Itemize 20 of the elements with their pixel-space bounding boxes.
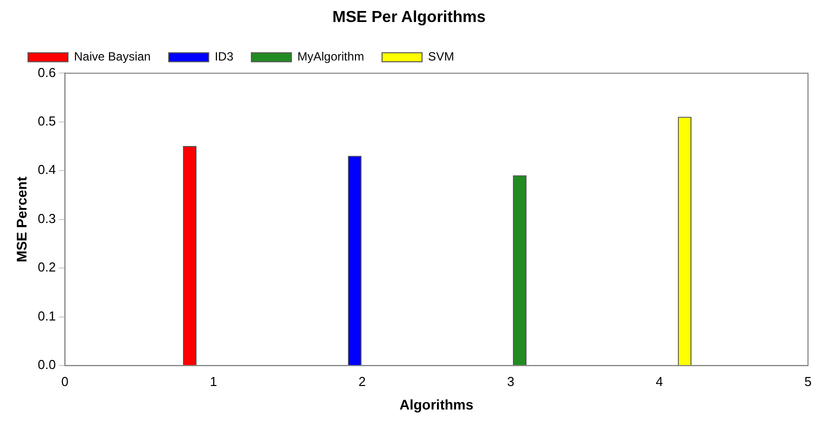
y-axis-title: MSE Percent bbox=[13, 176, 30, 262]
y-tick-label: 0.5 bbox=[38, 114, 56, 129]
y-tick-label: 0.4 bbox=[38, 162, 56, 178]
legend-label: Naive Baysian bbox=[74, 50, 151, 64]
legend-label: ID3 bbox=[214, 50, 234, 64]
x-axis-title: Algorithms bbox=[399, 396, 474, 412]
x-tick-label: 2 bbox=[358, 374, 366, 389]
y-tick-label: 0.0 bbox=[38, 357, 56, 372]
chart-title: MSE Per Algorithms bbox=[332, 9, 486, 26]
x-tick-label: 0 bbox=[61, 374, 68, 389]
y-tick-label: 0.3 bbox=[38, 210, 56, 226]
x-tick-label: 4 bbox=[656, 374, 663, 389]
x-tick-label: 3 bbox=[507, 374, 514, 389]
x-tick-label: 5 bbox=[804, 374, 812, 389]
legend-label: MyAlgorithm bbox=[297, 50, 364, 64]
x-tick-label: 1 bbox=[210, 374, 218, 389]
y-tick-label: 0.1 bbox=[38, 308, 56, 324]
y-tick-label: 0.2 bbox=[38, 260, 56, 275]
legend-label: SVM bbox=[428, 50, 454, 64]
y-tick-label: 0.6 bbox=[38, 64, 56, 80]
